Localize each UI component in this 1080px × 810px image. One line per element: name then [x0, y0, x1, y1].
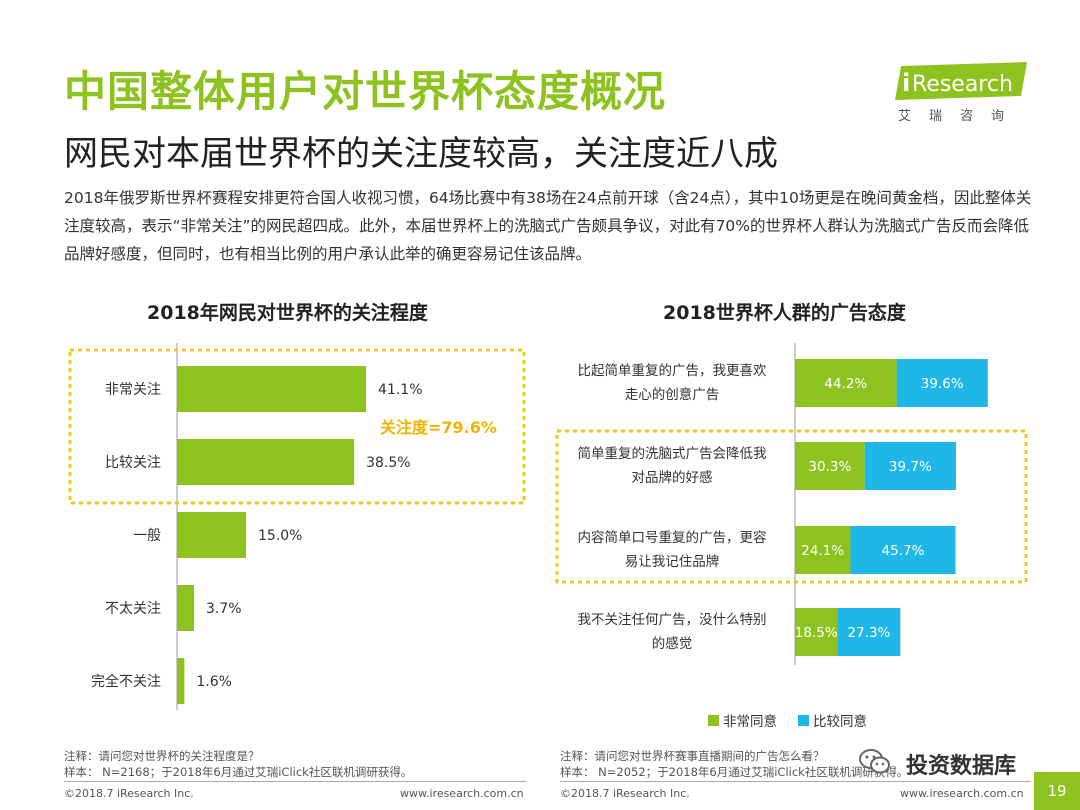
chart2-category-label: 比起简单重复的广告，我更喜欢 — [578, 362, 767, 379]
chart2-legend-swatch — [798, 715, 809, 726]
chart2-value-label: 30.3% — [808, 459, 851, 475]
chart2-category-label: 内容简单口号重复的广告，更容 — [578, 529, 767, 546]
logo-brand-text: Research — [912, 72, 1013, 97]
chart2-note-question: 注释：请问您对世界杯赛事直播期间的广告怎么看？ — [560, 749, 825, 763]
chart2-category-label: 易让我记住品牌 — [625, 553, 720, 570]
chart1-bar — [177, 439, 355, 485]
chart2-legend-label: 非常同意 — [723, 713, 777, 730]
footer-copyright-left: ©2018.7 iResearch Inc. — [64, 787, 194, 800]
chart2-value-label: 44.2% — [824, 376, 867, 392]
chart2-note-sample: 样本： N=2052；于2018年6月通过艾瑞iClick社区联机调研获得。 — [560, 765, 909, 779]
chart2-bar-agree — [837, 608, 901, 656]
chart2-category-label: 对品牌的好感 — [632, 469, 713, 486]
chart1-category-label: 非常关注 — [105, 382, 161, 398]
chart2-bar-very-agree — [795, 442, 865, 490]
iresearch-logo: i Research — [895, 62, 1027, 100]
chart1-bar — [177, 658, 185, 704]
chart2-highlight-box — [555, 429, 1028, 584]
chart2-legend-label: 比较同意 — [813, 713, 867, 730]
chart2-value-label: 27.3% — [847, 625, 890, 641]
footer-url-right: www.iresearch.com.cn — [900, 787, 1024, 800]
chart2-value-label: 18.5% — [795, 625, 838, 641]
chart2-bar-agree — [864, 442, 956, 490]
chart2-title: 2018世界杯人群的广告态度 — [663, 302, 906, 324]
footer-divider-right — [560, 781, 1030, 782]
chart2-bar-very-agree — [795, 359, 897, 407]
chart1-highlight-box — [68, 348, 526, 505]
chart1-note-question: 注释：请问您对世界杯的关注程度是？ — [64, 749, 260, 763]
page-number: 19 — [1034, 772, 1080, 810]
footer-divider-left — [64, 781, 526, 782]
chart1-bar — [177, 366, 367, 412]
chart2-category-label: 的感觉 — [652, 635, 693, 652]
footer-copyright-right: ©2018.7 iResearch Inc. — [560, 787, 690, 800]
chart2-category-label: 走心的创意广告 — [625, 386, 720, 403]
chart2-bar-very-agree — [795, 526, 851, 574]
chart2-value-label: 39.6% — [921, 376, 964, 392]
chart2-value-label: 39.7% — [889, 459, 932, 475]
chart1-bar — [177, 585, 195, 631]
chart1-category-label: 完全不关注 — [91, 673, 161, 690]
chart1-value-label: 15.0% — [258, 528, 302, 544]
chart1-title: 2018年网民对世界杯的关注程度 — [147, 302, 428, 324]
chart2-bar-agree — [896, 359, 988, 407]
chart1-value-label: 3.7% — [206, 601, 242, 617]
watermark-text: 投资数据库 — [906, 754, 1017, 779]
chart2-bar-agree — [850, 526, 956, 574]
chart2-category-label: 简单重复的洗脑式广告会降低我 — [578, 445, 767, 462]
chart1-bar — [177, 512, 246, 558]
chart2-value-label: 24.1% — [801, 543, 844, 559]
chart1-category-label: 比较关注 — [105, 455, 161, 471]
chart1-attention-level: 非常关注 41.1% 比较关注 38.5% 一般 15.0% 不太关注 3.7% 完全不关注 1.… — [68, 343, 526, 710]
logo-brand-i: i — [902, 69, 910, 97]
chart1-value-label: 1.6% — [196, 674, 232, 690]
chart2-bar-very-agree — [795, 608, 838, 656]
chart1-value-label: 41.1% — [378, 382, 422, 398]
chart2-value-label: 45.7% — [882, 543, 925, 559]
page-title: 中国整体用户对世界杯态度概况 — [64, 67, 667, 116]
chart2-legend-swatch — [708, 715, 719, 726]
chart1-category-label: 不太关注 — [105, 601, 161, 617]
page-subtitle: 网民对本届世界杯的关注度较高，关注度近八成 — [64, 134, 778, 174]
chart1-annotation: 关注度=79.6% — [380, 418, 497, 437]
logo-subtitle: 艾瑞咨询 — [898, 109, 1023, 124]
logo-banner-shape — [895, 62, 1027, 100]
description-paragraph: 2018年俄罗斯世界杯赛程安排更符合国人收视习惯，64场比赛中有38场在24点前… — [64, 189, 1032, 263]
footer-url-left: www.iresearch.com.cn — [400, 787, 524, 800]
chart1-category-label: 一般 — [133, 528, 161, 544]
wechat-icon — [859, 749, 890, 774]
chart1-value-label: 38.5% — [366, 455, 410, 471]
chart1-note-sample: 样本： N=2168；于2018年6月通过艾瑞iClick社区联机调研获得。 — [64, 765, 413, 779]
chart2-category-label: 我不关注任何广告，没什么特别 — [578, 612, 767, 628]
